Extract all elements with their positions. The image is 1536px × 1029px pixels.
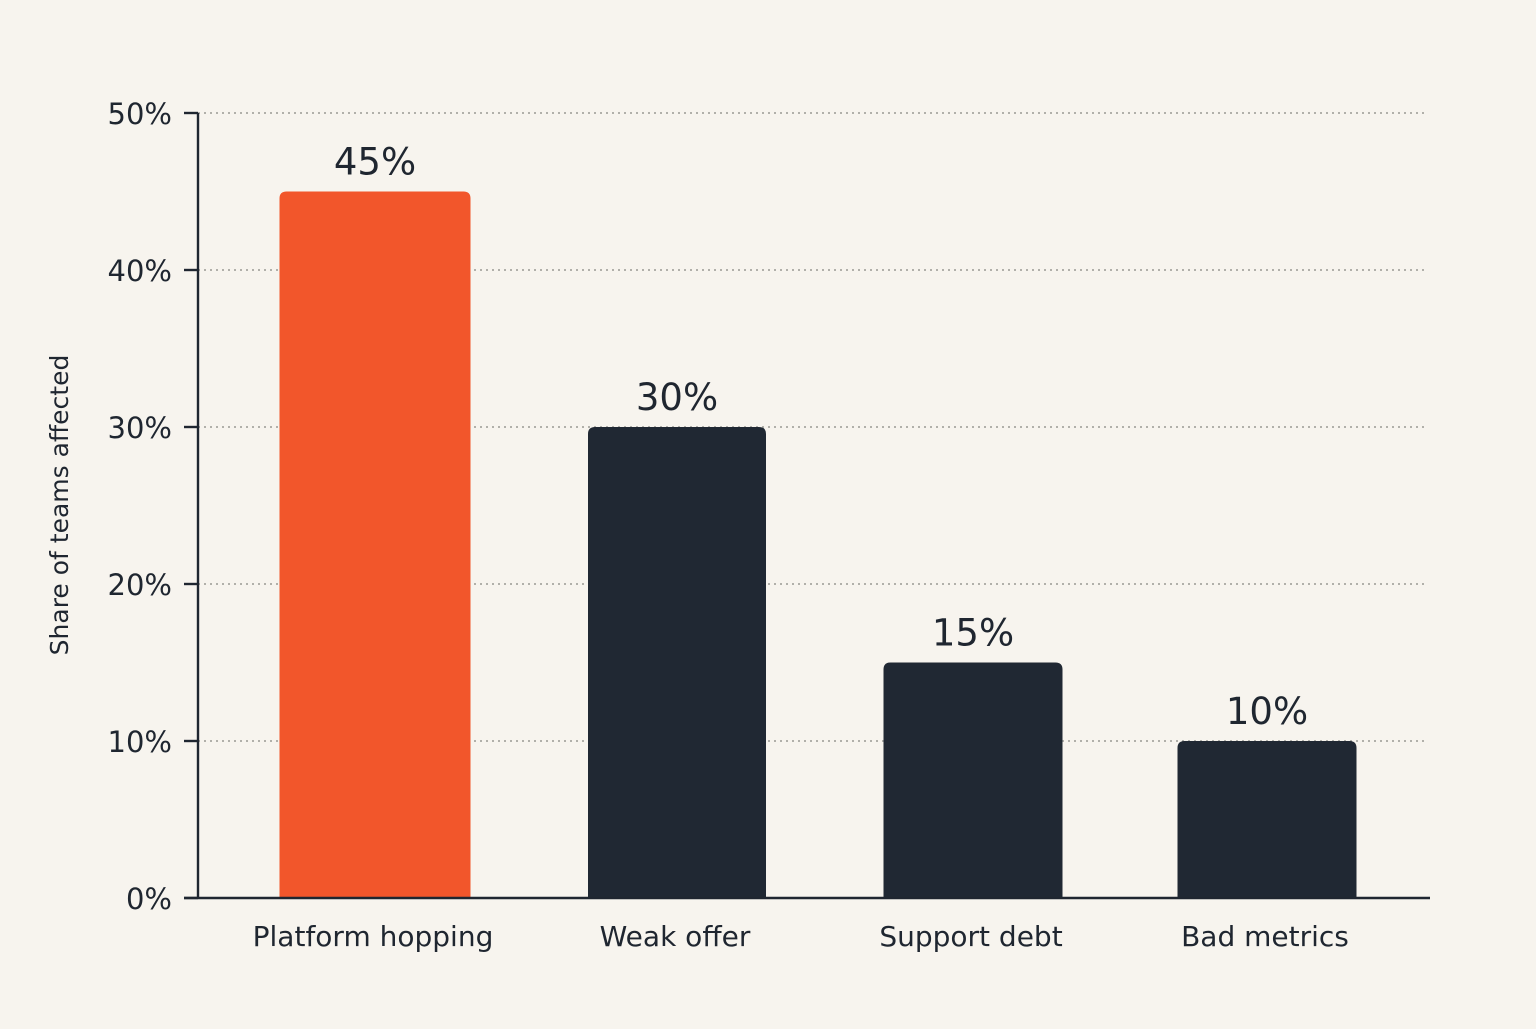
value-label: 10% bbox=[1226, 690, 1308, 733]
value-labels: 45% 30% 15% 10% bbox=[334, 141, 1308, 734]
category-label: Weak offer bbox=[600, 920, 751, 953]
category-label: Platform hopping bbox=[253, 920, 494, 953]
y-tick-label: 20% bbox=[108, 568, 172, 602]
y-tick-label: 10% bbox=[108, 725, 172, 759]
category-label: Support debt bbox=[879, 920, 1062, 953]
bar-weak-offer bbox=[588, 427, 766, 898]
y-tick-label: 0% bbox=[126, 882, 172, 916]
category-label: Bad metrics bbox=[1181, 920, 1349, 953]
value-label: 30% bbox=[636, 376, 718, 419]
value-label: 45% bbox=[334, 141, 416, 184]
y-tick-label: 50% bbox=[108, 97, 172, 131]
y-tick-labels: 0% 10% 20% 30% 40% 50% bbox=[108, 97, 172, 916]
y-axis-title: Share of teams affected bbox=[45, 355, 74, 656]
bar-support-debt bbox=[883, 662, 1063, 898]
bar-platform-hopping bbox=[279, 191, 471, 898]
value-label: 15% bbox=[932, 612, 1014, 655]
axes bbox=[184, 111, 1430, 900]
x-category-labels: Platform hopping Weak offer Support debt Ba… bbox=[253, 920, 1349, 953]
bar-bad-metrics bbox=[1177, 741, 1357, 898]
y-tick-label: 30% bbox=[108, 411, 172, 445]
y-tick-label: 40% bbox=[108, 254, 172, 288]
bars bbox=[279, 191, 1357, 898]
